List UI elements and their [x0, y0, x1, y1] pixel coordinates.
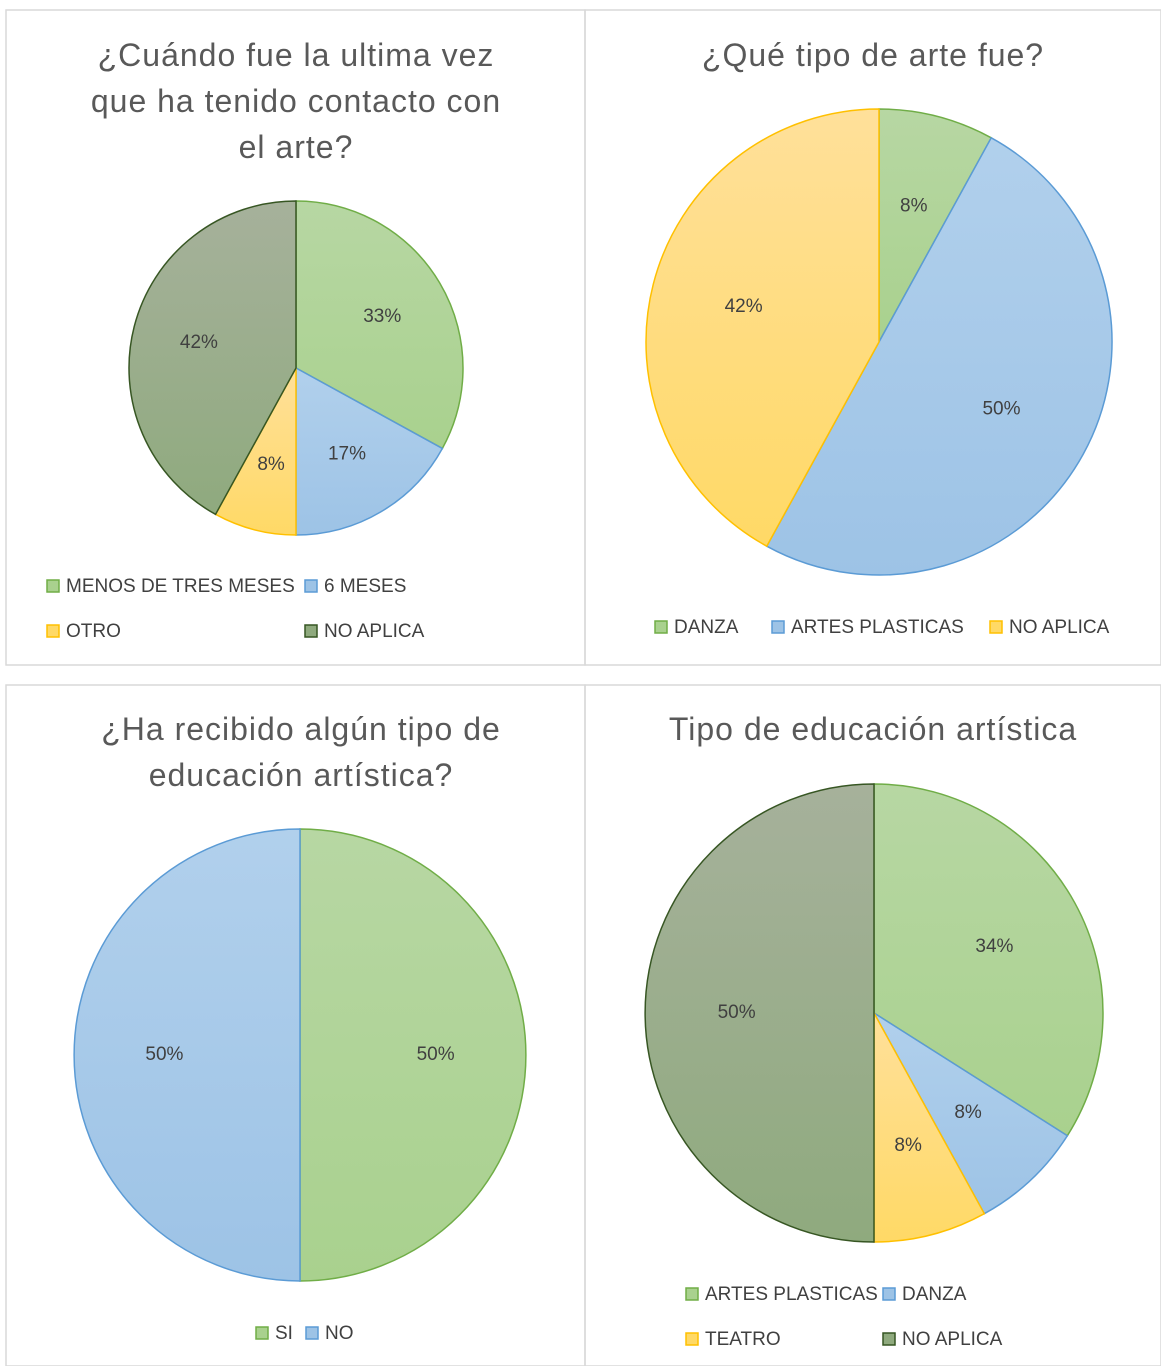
- legend-label: SI: [275, 1323, 293, 1344]
- pie-slice: [128, 200, 297, 516]
- chart-title: Tipo de educación artística: [668, 711, 1078, 747]
- legend-label: ARTES PLASTICAS: [791, 617, 964, 638]
- data-label: 42%: [725, 296, 763, 317]
- pie-slice: [765, 136, 1113, 576]
- legend-label: OTRO: [66, 621, 121, 642]
- data-label: 33%: [363, 306, 401, 327]
- legend-swatch: [46, 624, 60, 638]
- legend-swatch: [685, 1287, 699, 1301]
- legend-swatch: [305, 1326, 319, 1340]
- legend-label: NO APLICA: [1009, 617, 1110, 638]
- legend-swatch: [685, 1332, 699, 1346]
- legend-swatch: [304, 579, 318, 593]
- legend-label: NO APLICA: [324, 621, 425, 642]
- pie-slice: [73, 828, 301, 1282]
- pie-slice: [873, 1012, 986, 1243]
- legend-label: MENOS DE TRES MESES: [66, 576, 295, 597]
- legend-label: NO APLICA: [902, 1329, 1003, 1350]
- data-label: 50%: [982, 398, 1020, 419]
- legend-swatch: [771, 620, 785, 634]
- pie-slice: [299, 828, 527, 1282]
- data-label: 8%: [257, 454, 285, 475]
- data-label: 42%: [180, 332, 218, 353]
- data-label: 50%: [718, 1002, 756, 1023]
- chart-title: ¿Cuándo fue la ultima vez que ha tenido …: [90, 37, 502, 165]
- legend-swatch: [304, 624, 318, 638]
- data-label: 50%: [417, 1044, 455, 1065]
- legend-swatch: [46, 579, 60, 593]
- legend-label: DANZA: [902, 1284, 967, 1305]
- legend-label: DANZA: [674, 617, 739, 638]
- legend-swatch: [882, 1287, 896, 1301]
- legend-label: NO: [325, 1323, 354, 1344]
- data-label: 50%: [145, 1044, 183, 1065]
- legend-swatch: [989, 620, 1003, 634]
- data-label: 17%: [328, 443, 366, 464]
- legend-swatch: [255, 1326, 269, 1340]
- panel-borders: [5, 9, 1161, 1366]
- legend-swatch: [882, 1332, 896, 1346]
- pie-slice: [878, 108, 993, 343]
- pie-slice: [645, 108, 880, 548]
- data-label: 8%: [954, 1102, 982, 1123]
- legend-label: TEATRO: [705, 1329, 781, 1350]
- chart-title: ¿Qué tipo de arte fue?: [701, 37, 1045, 73]
- legend-label: 6 MESES: [324, 576, 406, 597]
- pie-slice: [295, 366, 444, 536]
- pie-slice: [873, 783, 1104, 1137]
- legend-label: ARTES PLASTICAS: [705, 1284, 878, 1305]
- data-label: 8%: [900, 196, 928, 217]
- legend-swatch: [654, 620, 668, 634]
- chart-title: ¿Ha recibido algún tipo de educación art…: [101, 711, 501, 793]
- data-label: 8%: [894, 1135, 922, 1156]
- pie-slice: [644, 783, 875, 1243]
- pie-slice: [295, 200, 464, 450]
- pie-slice: [873, 1012, 1069, 1215]
- data-label: 34%: [975, 936, 1013, 957]
